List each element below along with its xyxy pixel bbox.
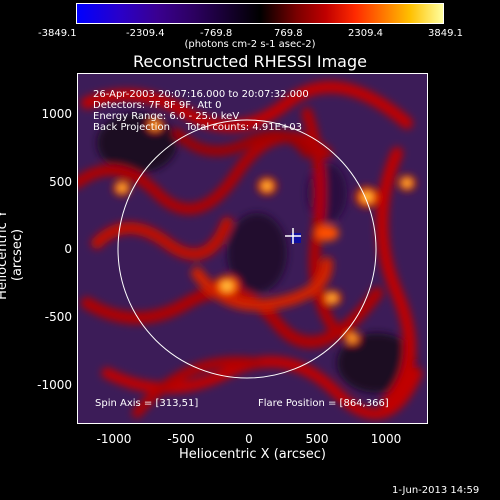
colorbar-tick-label: -2309.4 — [126, 28, 165, 39]
x-tick-label: -1000 — [96, 432, 132, 446]
spin-axis-marker — [285, 228, 301, 244]
colorbar-tick-label: 2309.4 — [348, 28, 383, 39]
y-tick-label: 1000 — [41, 107, 72, 121]
colorbar-tick-label: -769.8 — [200, 28, 233, 39]
y-tick-label: -500 — [44, 310, 72, 324]
colorbar-units: (photons cm-2 s-1 asec-2) — [184, 39, 316, 50]
spin-axis-label: Spin Axis = [313,51] — [95, 398, 199, 409]
colorbar — [76, 3, 444, 24]
colorbar-tick-label: 3849.1 — [428, 28, 463, 39]
y-tick-label: -1000 — [37, 378, 72, 392]
colorbar-tick-label: 769.8 — [274, 28, 303, 39]
image-heatmap — [77, 73, 428, 424]
date-stamp: 1-Jun-2013 14:59 — [392, 485, 480, 496]
y-tick-label: 0 — [64, 242, 72, 256]
x-tick-label: 0 — [245, 432, 253, 446]
x-tick-label: -500 — [167, 432, 195, 446]
info-time-range: 26-Apr-2003 20:07:16.000 to 20:07:32.000 — [93, 89, 309, 100]
flare-position-label: Flare Position = [864,366] — [258, 398, 389, 409]
info-energy-range: Energy Range: 6.0 - 25.0 keV — [93, 111, 240, 122]
colorbar-tick-label: -3849.1 — [38, 28, 77, 39]
solar-limb — [117, 119, 377, 379]
x-axis-label: Heliocentric X (arcsec) — [179, 447, 326, 462]
y-tick-label: 500 — [49, 175, 72, 189]
x-tick-label: 500 — [305, 432, 329, 446]
y-axis-label: Heliocentric Y (arcsec) — [0, 210, 25, 300]
info-method-counts: Back Projection Total counts: 4.91E+03 — [93, 122, 302, 133]
plot-title: Reconstructed RHESSI Image — [133, 52, 367, 71]
x-tick-label: 1000 — [370, 432, 402, 446]
info-detectors: Detectors: 7F 8F 9F, Att 0 — [93, 100, 222, 111]
reconstructed-image — [77, 73, 428, 424]
